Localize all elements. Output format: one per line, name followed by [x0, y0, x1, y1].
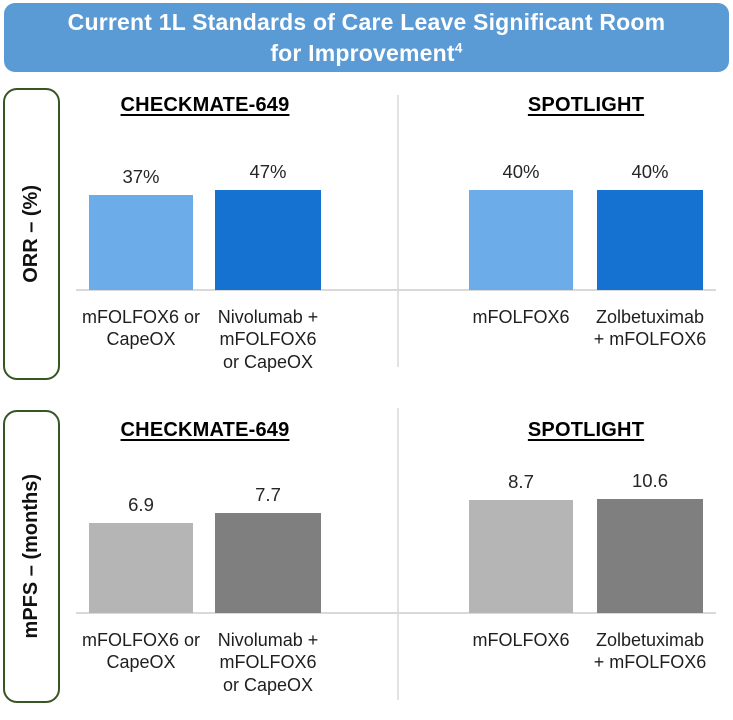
orr-axis-label: ORR – (%)	[20, 185, 42, 283]
bar-mpfs-nivolumab	[215, 512, 321, 613]
orr-checkmate-plot: 37% 47%	[89, 161, 321, 290]
value-label: 10.6	[631, 470, 668, 491]
category-label: Nivolumab + mFOLFOX6 or CapeOX	[217, 630, 319, 695]
mpfs-baseline	[76, 612, 716, 614]
bar-orr-mfolfox6	[469, 190, 573, 290]
orr-checkmate-title: CHECKMATE-649	[120, 94, 290, 116]
category-label: mFOLFOX6 or CapeOX	[81, 630, 201, 673]
mpfs-spotlight-title: SPOTLIGHT	[527, 419, 645, 441]
value-label: 8.7	[508, 470, 534, 492]
category-label: mFOLFOX6	[472, 307, 570, 327]
value-label: 7.7	[255, 483, 281, 505]
bar-orr-zolbetuximab	[597, 190, 703, 290]
value-label: 37%	[122, 165, 160, 187]
header-banner: Current 1L Standards of Care Leave Signi…	[4, 3, 729, 72]
bar-column: 40%	[597, 161, 703, 290]
category-label: Zolbetuximab + mFOLFOX6	[593, 630, 707, 673]
bar-column: 7.7	[215, 470, 321, 613]
value-label: 6.9	[128, 494, 154, 516]
value-label: 40%	[502, 161, 540, 182]
bar-column: 10.6	[597, 470, 703, 613]
orr-baseline	[76, 289, 716, 291]
page-title-line1: Current 1L Standards of Care Leave Signi…	[67, 9, 666, 36]
mpfs-checkmate-plot: 6.9 7.7	[89, 470, 321, 613]
bar-mpfs-mfolfox6	[469, 499, 573, 613]
mpfs-axis-box: mPFS – (months)	[3, 410, 60, 703]
bar-column: 40%	[469, 161, 573, 290]
category-label: mFOLFOX6 or CapeOX	[81, 307, 201, 350]
bar-column: 8.7	[469, 470, 573, 613]
page-title-line2: for Improvement4	[270, 39, 463, 66]
bar-mpfs-zolbetuximab	[597, 499, 703, 613]
orr-spotlight-plot: 40% 40%	[469, 161, 703, 290]
orr-axis-box: ORR – (%)	[3, 88, 60, 380]
bar-column: 37%	[89, 161, 193, 290]
bar-column: 47%	[215, 161, 321, 290]
category-label: Nivolumab + mFOLFOX6 or CapeOX	[217, 307, 319, 372]
mpfs-spotlight-plot: 8.7 10.6	[469, 470, 703, 613]
value-label: 47%	[249, 161, 287, 182]
orr-spotlight-title: SPOTLIGHT	[527, 94, 645, 116]
category-label: mFOLFOX6	[472, 630, 570, 650]
bar-mpfs-mfolfox6-capeox	[89, 523, 193, 613]
bar-column: 6.9	[89, 470, 193, 613]
title-superscript: 4	[454, 39, 463, 55]
bar-orr-nivolumab	[215, 190, 321, 290]
mpfs-axis-label: mPFS – (months)	[20, 474, 42, 639]
orr-panel-divider	[397, 95, 399, 367]
category-label: Zolbetuximab + mFOLFOX6	[593, 307, 707, 350]
mpfs-panel-divider	[397, 408, 399, 700]
mpfs-checkmate-title: CHECKMATE-649	[120, 419, 290, 441]
bar-orr-mfolfox6-capeox	[89, 194, 193, 290]
value-label: 40%	[631, 161, 669, 182]
